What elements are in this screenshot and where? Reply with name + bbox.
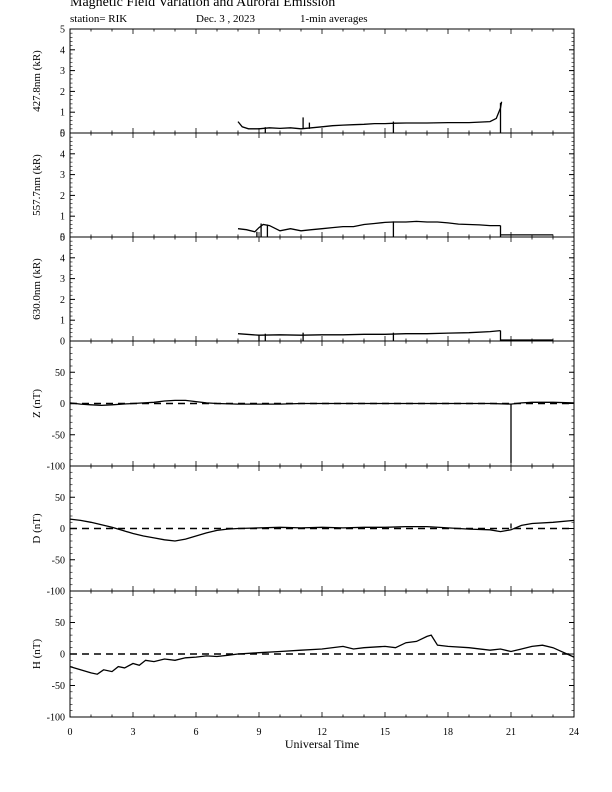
panel-4-ytick-label: 50 <box>55 368 65 379</box>
panel-3-ytick-label: 0 <box>60 337 65 348</box>
averaging-label: 1-min averages <box>300 13 368 25</box>
panel-3-series-1 <box>237 329 501 336</box>
panel-3-ytick-label: 1 <box>60 316 65 327</box>
xtick-label: 18 <box>443 727 453 738</box>
panel-5-ylabel: D (nT) <box>31 513 43 544</box>
panel-6-ytick-label: 50 <box>55 618 65 629</box>
panel-2-ytick-label: 1 <box>60 212 65 223</box>
chart-header: Magnetic Field Variation and Auroral Emi… <box>70 0 590 30</box>
xtick-label: 12 <box>317 727 327 738</box>
date-label: Dec. 3 , 2023 <box>196 13 255 25</box>
panel-6-ytick-label: -50 <box>52 681 65 692</box>
panel-2-ytick-label: 3 <box>60 170 65 181</box>
panel-5-ytick-label: 0 <box>60 524 65 535</box>
panel-2-ytick-label: 2 <box>60 191 65 202</box>
panel-2-ytick-label: 4 <box>60 149 65 160</box>
xtick-label: 3 <box>131 727 136 738</box>
panel-6-ylabel: H (nT) <box>31 639 43 670</box>
xtick-label: 15 <box>380 727 390 738</box>
panel-1-ylabel: 427.8nm (kR) <box>31 50 43 112</box>
panel-3-ytick-label: 5 <box>60 233 65 244</box>
chart-title: Magnetic Field Variation and Auroral Emi… <box>70 0 336 10</box>
panel-2-ytick-label: 0 <box>60 233 65 244</box>
panel-2-ylabel: 557.7nm (kR) <box>31 154 43 216</box>
xtick-label: 0 <box>68 727 73 738</box>
panel-1-series-1 <box>237 101 503 130</box>
panel-5-ytick-label: -50 <box>52 555 65 566</box>
xtick-label: 9 <box>257 727 262 738</box>
panel-6-ytick-label: 0 <box>60 650 65 661</box>
panel-1-ytick-label: 5 <box>60 25 65 36</box>
panel-1-ytick-label: 1 <box>60 108 65 119</box>
panel-2-frame <box>69 132 575 238</box>
panel-5-ytick-label: 50 <box>55 493 65 504</box>
panel-4-ytick-label: -100 <box>47 462 65 473</box>
panel-3-ytick-label: 3 <box>60 274 65 285</box>
panel-6-series-1 <box>69 634 575 675</box>
panel-1-ytick-label: 0 <box>60 129 65 140</box>
panel-4-series-1 <box>69 399 575 407</box>
xtick-label: 24 <box>569 727 579 738</box>
panel-6-ytick-label: -100 <box>47 713 65 724</box>
panel-3-ytick-label: 2 <box>60 295 65 306</box>
panel-1-ytick-label: 3 <box>60 66 65 77</box>
panel-4-ytick-label: 0 <box>60 399 65 410</box>
x-axis-label: Universal Time <box>285 737 359 751</box>
panel-2-series-1 <box>237 220 501 233</box>
panel-4-ylabel: Z (nT) <box>31 389 43 418</box>
panel-5-series-1 <box>69 518 575 542</box>
panel-1-frame <box>69 28 575 134</box>
xtick-label: 6 <box>194 727 199 738</box>
xtick-label: 21 <box>506 727 516 738</box>
panel-3-ytick-label: 4 <box>60 253 65 264</box>
panel-2-ytick-label: 5 <box>60 129 65 140</box>
panel-5-ytick-label: -100 <box>47 587 65 598</box>
panel-3-ylabel: 630.0nm (kR) <box>31 258 43 320</box>
panel-4-ytick-label: -50 <box>52 430 65 441</box>
panel-1-ytick-label: 4 <box>60 45 65 56</box>
panel-3-frame <box>69 236 575 342</box>
panel-1-ytick-label: 2 <box>60 87 65 98</box>
station-label: station= RIK <box>70 13 128 25</box>
